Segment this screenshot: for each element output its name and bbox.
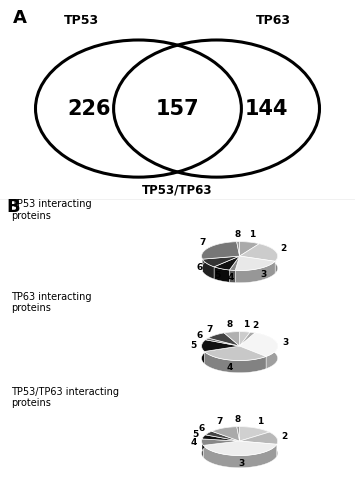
Polygon shape	[212, 426, 237, 444]
Text: 5: 5	[192, 430, 198, 439]
Text: TP53: TP53	[64, 14, 99, 26]
Text: 1: 1	[249, 230, 255, 239]
Polygon shape	[208, 333, 240, 346]
Polygon shape	[240, 432, 278, 444]
Polygon shape	[205, 432, 212, 447]
Polygon shape	[203, 441, 277, 456]
Text: TP53/TP63 interacting
proteins: TP53/TP63 interacting proteins	[11, 386, 119, 408]
Text: B: B	[6, 198, 20, 216]
Polygon shape	[235, 256, 275, 270]
Polygon shape	[240, 426, 269, 441]
Polygon shape	[240, 242, 259, 256]
Point	[0, 197, 2, 203]
Text: 7: 7	[199, 238, 206, 248]
Text: 1: 1	[257, 416, 263, 426]
Polygon shape	[240, 333, 278, 356]
Polygon shape	[204, 346, 266, 360]
Polygon shape	[203, 444, 277, 468]
Polygon shape	[224, 332, 240, 346]
Polygon shape	[206, 338, 208, 352]
Text: 8: 8	[227, 320, 233, 329]
Text: 6: 6	[198, 424, 204, 433]
Text: TP63: TP63	[256, 14, 291, 26]
Text: 3: 3	[282, 338, 289, 347]
Text: 4: 4	[227, 363, 233, 372]
Polygon shape	[212, 426, 240, 441]
Polygon shape	[202, 439, 240, 446]
Text: 5: 5	[190, 341, 196, 350]
Polygon shape	[214, 267, 229, 282]
Polygon shape	[202, 242, 237, 272]
Text: 3: 3	[261, 270, 267, 280]
Text: 6: 6	[196, 330, 203, 340]
Polygon shape	[202, 259, 214, 279]
Text: 8: 8	[235, 230, 241, 238]
Text: 3: 3	[238, 458, 245, 468]
Polygon shape	[240, 244, 278, 262]
Polygon shape	[202, 439, 203, 458]
Polygon shape	[229, 270, 235, 282]
Polygon shape	[208, 333, 224, 350]
Polygon shape	[235, 262, 275, 282]
Polygon shape	[250, 332, 255, 345]
Polygon shape	[202, 435, 205, 451]
Polygon shape	[205, 432, 240, 441]
Text: 6: 6	[196, 262, 203, 272]
Polygon shape	[202, 242, 240, 259]
Text: 2: 2	[252, 321, 259, 330]
Polygon shape	[255, 333, 278, 368]
Polygon shape	[240, 332, 255, 346]
Polygon shape	[240, 426, 269, 444]
Polygon shape	[206, 338, 240, 346]
Text: 8: 8	[235, 414, 241, 424]
Text: 2: 2	[280, 244, 287, 254]
Text: 157: 157	[156, 98, 199, 118]
Text: 226: 226	[67, 98, 110, 118]
Text: 7: 7	[207, 324, 213, 334]
Text: 2: 2	[282, 432, 288, 440]
Polygon shape	[202, 340, 240, 351]
Text: TP53 interacting
proteins: TP53 interacting proteins	[11, 199, 91, 221]
Polygon shape	[237, 242, 240, 254]
Polygon shape	[237, 426, 240, 439]
Polygon shape	[240, 332, 250, 344]
Polygon shape	[202, 256, 240, 267]
Text: 1: 1	[243, 320, 249, 328]
Polygon shape	[202, 435, 240, 441]
Text: 144: 144	[245, 98, 288, 118]
Text: 4: 4	[228, 273, 234, 282]
Point	[33, 197, 38, 203]
Text: 5: 5	[214, 271, 220, 280]
Polygon shape	[229, 256, 240, 270]
Polygon shape	[202, 340, 206, 363]
Polygon shape	[240, 332, 250, 346]
Polygon shape	[240, 242, 259, 256]
Polygon shape	[237, 242, 240, 256]
Polygon shape	[237, 426, 240, 441]
Polygon shape	[204, 352, 266, 372]
Text: A: A	[12, 8, 26, 26]
Polygon shape	[214, 256, 240, 270]
Polygon shape	[224, 332, 240, 345]
Text: 7: 7	[216, 416, 223, 426]
Text: TP63 interacting
proteins: TP63 interacting proteins	[11, 292, 91, 314]
Polygon shape	[259, 244, 278, 274]
Polygon shape	[269, 432, 278, 456]
Text: TP53/TP63: TP53/TP63	[142, 184, 213, 196]
Text: 4: 4	[190, 438, 197, 447]
